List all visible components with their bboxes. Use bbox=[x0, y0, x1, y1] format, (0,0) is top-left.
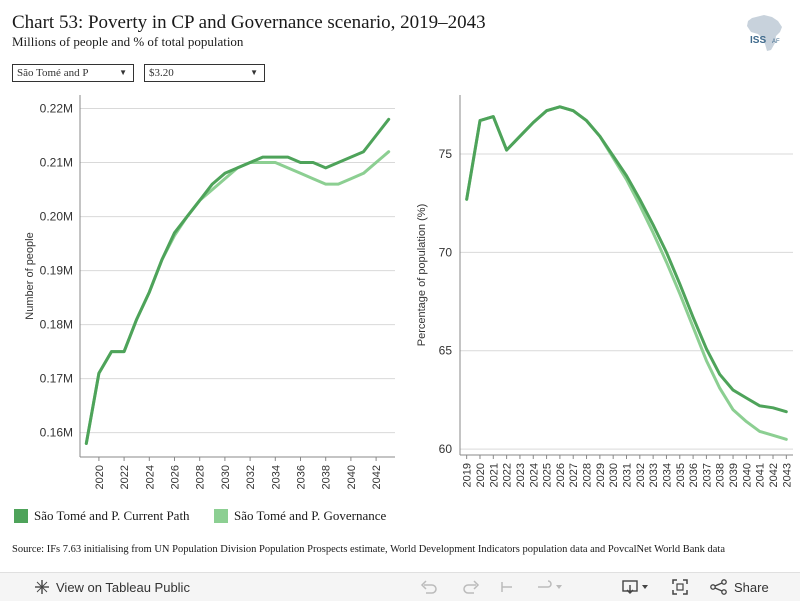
share-label: Share bbox=[734, 579, 769, 595]
pct-x-tick-label: 2034 bbox=[661, 463, 673, 487]
share-button[interactable]: Share bbox=[710, 573, 769, 601]
pct-series-current-path[interactable] bbox=[465, 105, 788, 414]
pct-x-tick-label: 2025 bbox=[542, 463, 554, 487]
people-x-tick-label: 2026 bbox=[170, 465, 182, 489]
pct-x-tick-label: 2031 bbox=[622, 463, 634, 487]
legend-swatch-current-path bbox=[14, 509, 28, 523]
pct-x-tick-label: 2043 bbox=[781, 463, 793, 487]
pct-x-tick-label: 2021 bbox=[488, 463, 500, 487]
people-x-tick-label: 2028 bbox=[195, 465, 207, 489]
view-on-tableau-public-label: View on Tableau Public bbox=[56, 579, 190, 595]
source-note: Source: IFs 7.63 initialising from UN Po… bbox=[12, 544, 725, 555]
pct-y-tick-label: 70 bbox=[439, 245, 453, 259]
people-x-tick-label: 2036 bbox=[296, 465, 308, 489]
people-x-tick-label: 2022 bbox=[119, 465, 131, 489]
tableau-toolbar: View on Tableau Public Share bbox=[0, 572, 800, 601]
poverty-line-dropdown[interactable]: $3.20 ▼ bbox=[144, 64, 265, 82]
pct-x-tick-label: 2039 bbox=[728, 463, 740, 487]
fullscreen-button[interactable] bbox=[672, 573, 688, 601]
people-y-axis-label: Number of people bbox=[24, 232, 36, 319]
undo-icon bbox=[420, 580, 437, 594]
pct-x-tick-label: 2040 bbox=[741, 463, 753, 487]
people-x-tick-label: 2030 bbox=[220, 465, 232, 489]
country-dropdown-value: São Tomé and P bbox=[17, 67, 89, 79]
revert-icon bbox=[501, 582, 512, 592]
logo-subtext: AF bbox=[772, 39, 780, 45]
logo-text: ISS bbox=[750, 35, 766, 46]
pct-series-governance[interactable] bbox=[465, 105, 788, 441]
people-y-tick-label: 0.20M bbox=[40, 210, 73, 224]
pct-x-tick-label: 2019 bbox=[462, 463, 474, 487]
percentage-chart: 60 65 70 75 2019 2020 2021 2022 2023 2024 2025 2026… bbox=[416, 95, 793, 487]
people-y-tick-label: 0.19M bbox=[40, 264, 73, 278]
caret-down-icon: ▼ bbox=[250, 68, 258, 77]
pct-y-tick-label: 75 bbox=[439, 147, 453, 161]
undo-button[interactable] bbox=[420, 573, 438, 601]
people-x-tick-label: 2020 bbox=[94, 465, 106, 489]
people-x-tick-label: 2040 bbox=[346, 465, 358, 489]
download-icon bbox=[622, 580, 648, 594]
pct-y-axis-label: Percentage of population (%) bbox=[416, 204, 428, 346]
caret-down-icon: ▼ bbox=[119, 68, 127, 77]
pct-y-tick-label: 60 bbox=[439, 442, 453, 456]
people-x-tick-label: 2032 bbox=[245, 465, 257, 489]
pct-x-tick-label: 2027 bbox=[568, 463, 580, 487]
africa-map-icon: ISS AF bbox=[747, 15, 782, 51]
legend-label-current-path: São Tomé and P. Current Path bbox=[34, 508, 190, 523]
pct-x-tick-label: 2042 bbox=[768, 463, 780, 487]
pct-x-tick-label: 2037 bbox=[701, 463, 713, 487]
people-x-tick-label: 2042 bbox=[371, 465, 383, 489]
iss-africa-logo[interactable]: ISS AF bbox=[742, 12, 790, 54]
people-y-tick-label: 0.18M bbox=[40, 318, 73, 332]
people-chart: 0.16M 0.17M 0.18M 0.19M 0.20M 0.21M 0.22M 2020 2… bbox=[24, 95, 395, 489]
tableau-logo-icon bbox=[35, 580, 49, 594]
pct-x-tick-label: 2022 bbox=[502, 463, 514, 487]
pct-x-tick-label: 2038 bbox=[715, 463, 727, 487]
pct-x-tick-label: 2029 bbox=[595, 463, 607, 487]
redo-button[interactable] bbox=[462, 573, 480, 601]
people-x-tick-label: 2038 bbox=[321, 465, 333, 489]
chart-subtitle: Millions of people and % of total popula… bbox=[12, 34, 244, 49]
pct-x-tick-label: 2026 bbox=[555, 463, 567, 487]
pct-y-tick-label: 65 bbox=[439, 344, 453, 358]
people-x-tick-label: 2034 bbox=[270, 465, 282, 489]
chart-title: Chart 53: Poverty in CP and Governance s… bbox=[12, 12, 486, 33]
download-button[interactable] bbox=[622, 573, 650, 601]
people-series-governance[interactable] bbox=[84, 150, 391, 445]
redo-icon bbox=[463, 580, 480, 594]
refresh-icon bbox=[538, 580, 562, 589]
people-y-tick-label: 0.22M bbox=[40, 102, 73, 116]
revert-button[interactable] bbox=[498, 573, 516, 601]
pct-x-tick-label: 2028 bbox=[582, 463, 594, 487]
people-x-tick-label: 2024 bbox=[144, 465, 156, 489]
people-y-tick-label: 0.21M bbox=[40, 156, 73, 170]
view-on-tableau-public-button[interactable]: View on Tableau Public bbox=[34, 573, 190, 601]
pct-x-tick-label: 2033 bbox=[648, 463, 660, 487]
people-series-current-path[interactable] bbox=[84, 117, 391, 445]
pct-x-tick-label: 2032 bbox=[635, 463, 647, 487]
legend-item-current-path[interactable]: São Tomé and P. Current Path bbox=[14, 508, 190, 524]
fullscreen-icon bbox=[672, 579, 688, 595]
pct-x-tick-label: 2035 bbox=[675, 463, 687, 487]
legend-item-governance[interactable]: São Tomé and P. Governance bbox=[214, 508, 386, 524]
legend-swatch-governance bbox=[214, 509, 228, 523]
pct-x-tick-label: 2036 bbox=[688, 463, 700, 487]
pct-x-tick-label: 2030 bbox=[608, 463, 620, 487]
legend-label-governance: São Tomé and P. Governance bbox=[234, 508, 387, 523]
pct-x-tick-label: 2041 bbox=[755, 463, 767, 487]
people-y-tick-label: 0.16M bbox=[40, 426, 73, 440]
pct-x-tick-label: 2024 bbox=[528, 463, 540, 487]
share-icon bbox=[710, 579, 727, 595]
country-dropdown[interactable]: São Tomé and P ▼ bbox=[12, 64, 134, 82]
pct-x-tick-label: 2023 bbox=[515, 463, 527, 487]
people-y-tick-label: 0.17M bbox=[40, 372, 73, 386]
refresh-button[interactable] bbox=[536, 573, 562, 601]
pct-x-tick-label: 2020 bbox=[475, 463, 487, 487]
poverty-line-dropdown-value: $3.20 bbox=[149, 67, 174, 79]
